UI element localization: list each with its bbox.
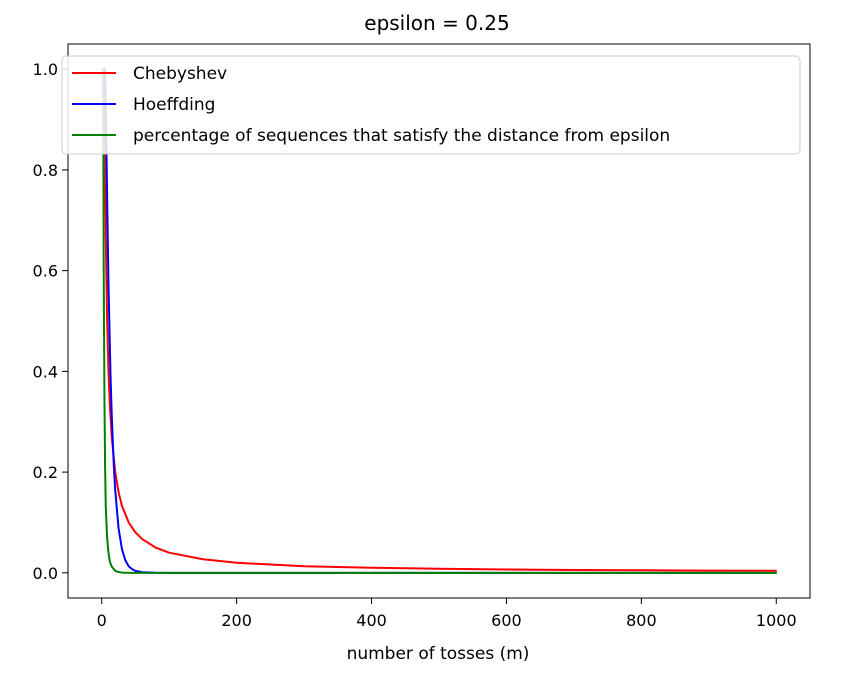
- data-point: [708, 569, 710, 572]
- plot-frame: [67, 43, 811, 599]
- data-point: [235, 561, 238, 564]
- data-point: [111, 565, 113, 568]
- y-tick-label: 0.8: [33, 161, 58, 180]
- y-tick-label: 1.0: [33, 60, 58, 79]
- data-point: [235, 572, 238, 574]
- data-point: [134, 570, 137, 572]
- data-point: [141, 572, 143, 574]
- data-point: [573, 569, 575, 571]
- data-point: [107, 551, 110, 554]
- data-point: [109, 560, 111, 563]
- data-point: [131, 568, 133, 570]
- data-point: [303, 565, 305, 568]
- y-tick-label: 0.0: [33, 564, 58, 583]
- data-point: [154, 546, 157, 549]
- data-point: [117, 571, 120, 573]
- data-point: [114, 570, 117, 572]
- data-point: [168, 572, 170, 574]
- data-point: [106, 536, 108, 539]
- data-point: [104, 506, 107, 509]
- data-point: [640, 569, 643, 572]
- y-tick-label: 0.6: [33, 262, 58, 281]
- data-point: [121, 548, 123, 550]
- data-point: [775, 570, 778, 572]
- data-point: [505, 572, 508, 574]
- data-point: [104, 236, 107, 238]
- data-point: [124, 559, 127, 562]
- data-point: [168, 551, 170, 554]
- data-point: [114, 489, 117, 492]
- x-tick-label: 800: [626, 611, 657, 630]
- x-tick-label: 400: [356, 611, 387, 630]
- data-point: [127, 571, 130, 574]
- legend: Chebyshev Hoeffding percentage of sequence…: [61, 55, 801, 155]
- data-point: [121, 505, 123, 507]
- data-point: [117, 491, 120, 494]
- data-point: [134, 531, 137, 534]
- data-point: [111, 417, 113, 420]
- data-point: [109, 404, 111, 406]
- data-point: [107, 370, 110, 373]
- data-point: [113, 466, 115, 468]
- data-point: [121, 571, 123, 574]
- legend-box: [61, 55, 801, 155]
- data-point: [127, 521, 130, 524]
- legend-label: Chebyshev: [133, 64, 227, 84]
- data-point: [117, 527, 120, 530]
- data-point: [438, 567, 440, 570]
- data-point: [102, 279, 105, 282]
- data-point: [202, 558, 204, 561]
- data-point: [134, 572, 137, 574]
- data-point: [505, 568, 508, 571]
- series-lines: [101, 68, 778, 574]
- data-point: [107, 283, 110, 286]
- data-point: [370, 572, 373, 574]
- y-tick-label: 0.4: [33, 362, 58, 381]
- data-point: [103, 395, 106, 398]
- legend-label: Hoeffding: [133, 95, 215, 115]
- data-point: [127, 565, 130, 568]
- data-point: [141, 538, 143, 540]
- y-tick-label: 0.2: [33, 463, 58, 482]
- data-point: [640, 572, 643, 574]
- data-point: [109, 373, 112, 376]
- data-point: [775, 572, 778, 574]
- x-tick-label: 1000: [756, 611, 797, 630]
- x-tick-label: 600: [491, 611, 522, 630]
- legend-label: percentage of sequences that satisfy the…: [133, 126, 670, 146]
- x-axis: 0 200 400 600 800 1000: [97, 598, 797, 630]
- chart-title: epsilon = 0.25: [364, 11, 509, 35]
- x-axis-label: number of tosses (m): [347, 644, 530, 664]
- x-tick-label: 0: [97, 611, 107, 630]
- x-tick-label: 200: [221, 611, 252, 630]
- data-point: [154, 572, 157, 574]
- data-point: [106, 320, 108, 322]
- data-point: [104, 466, 106, 468]
- data-point: [370, 566, 373, 569]
